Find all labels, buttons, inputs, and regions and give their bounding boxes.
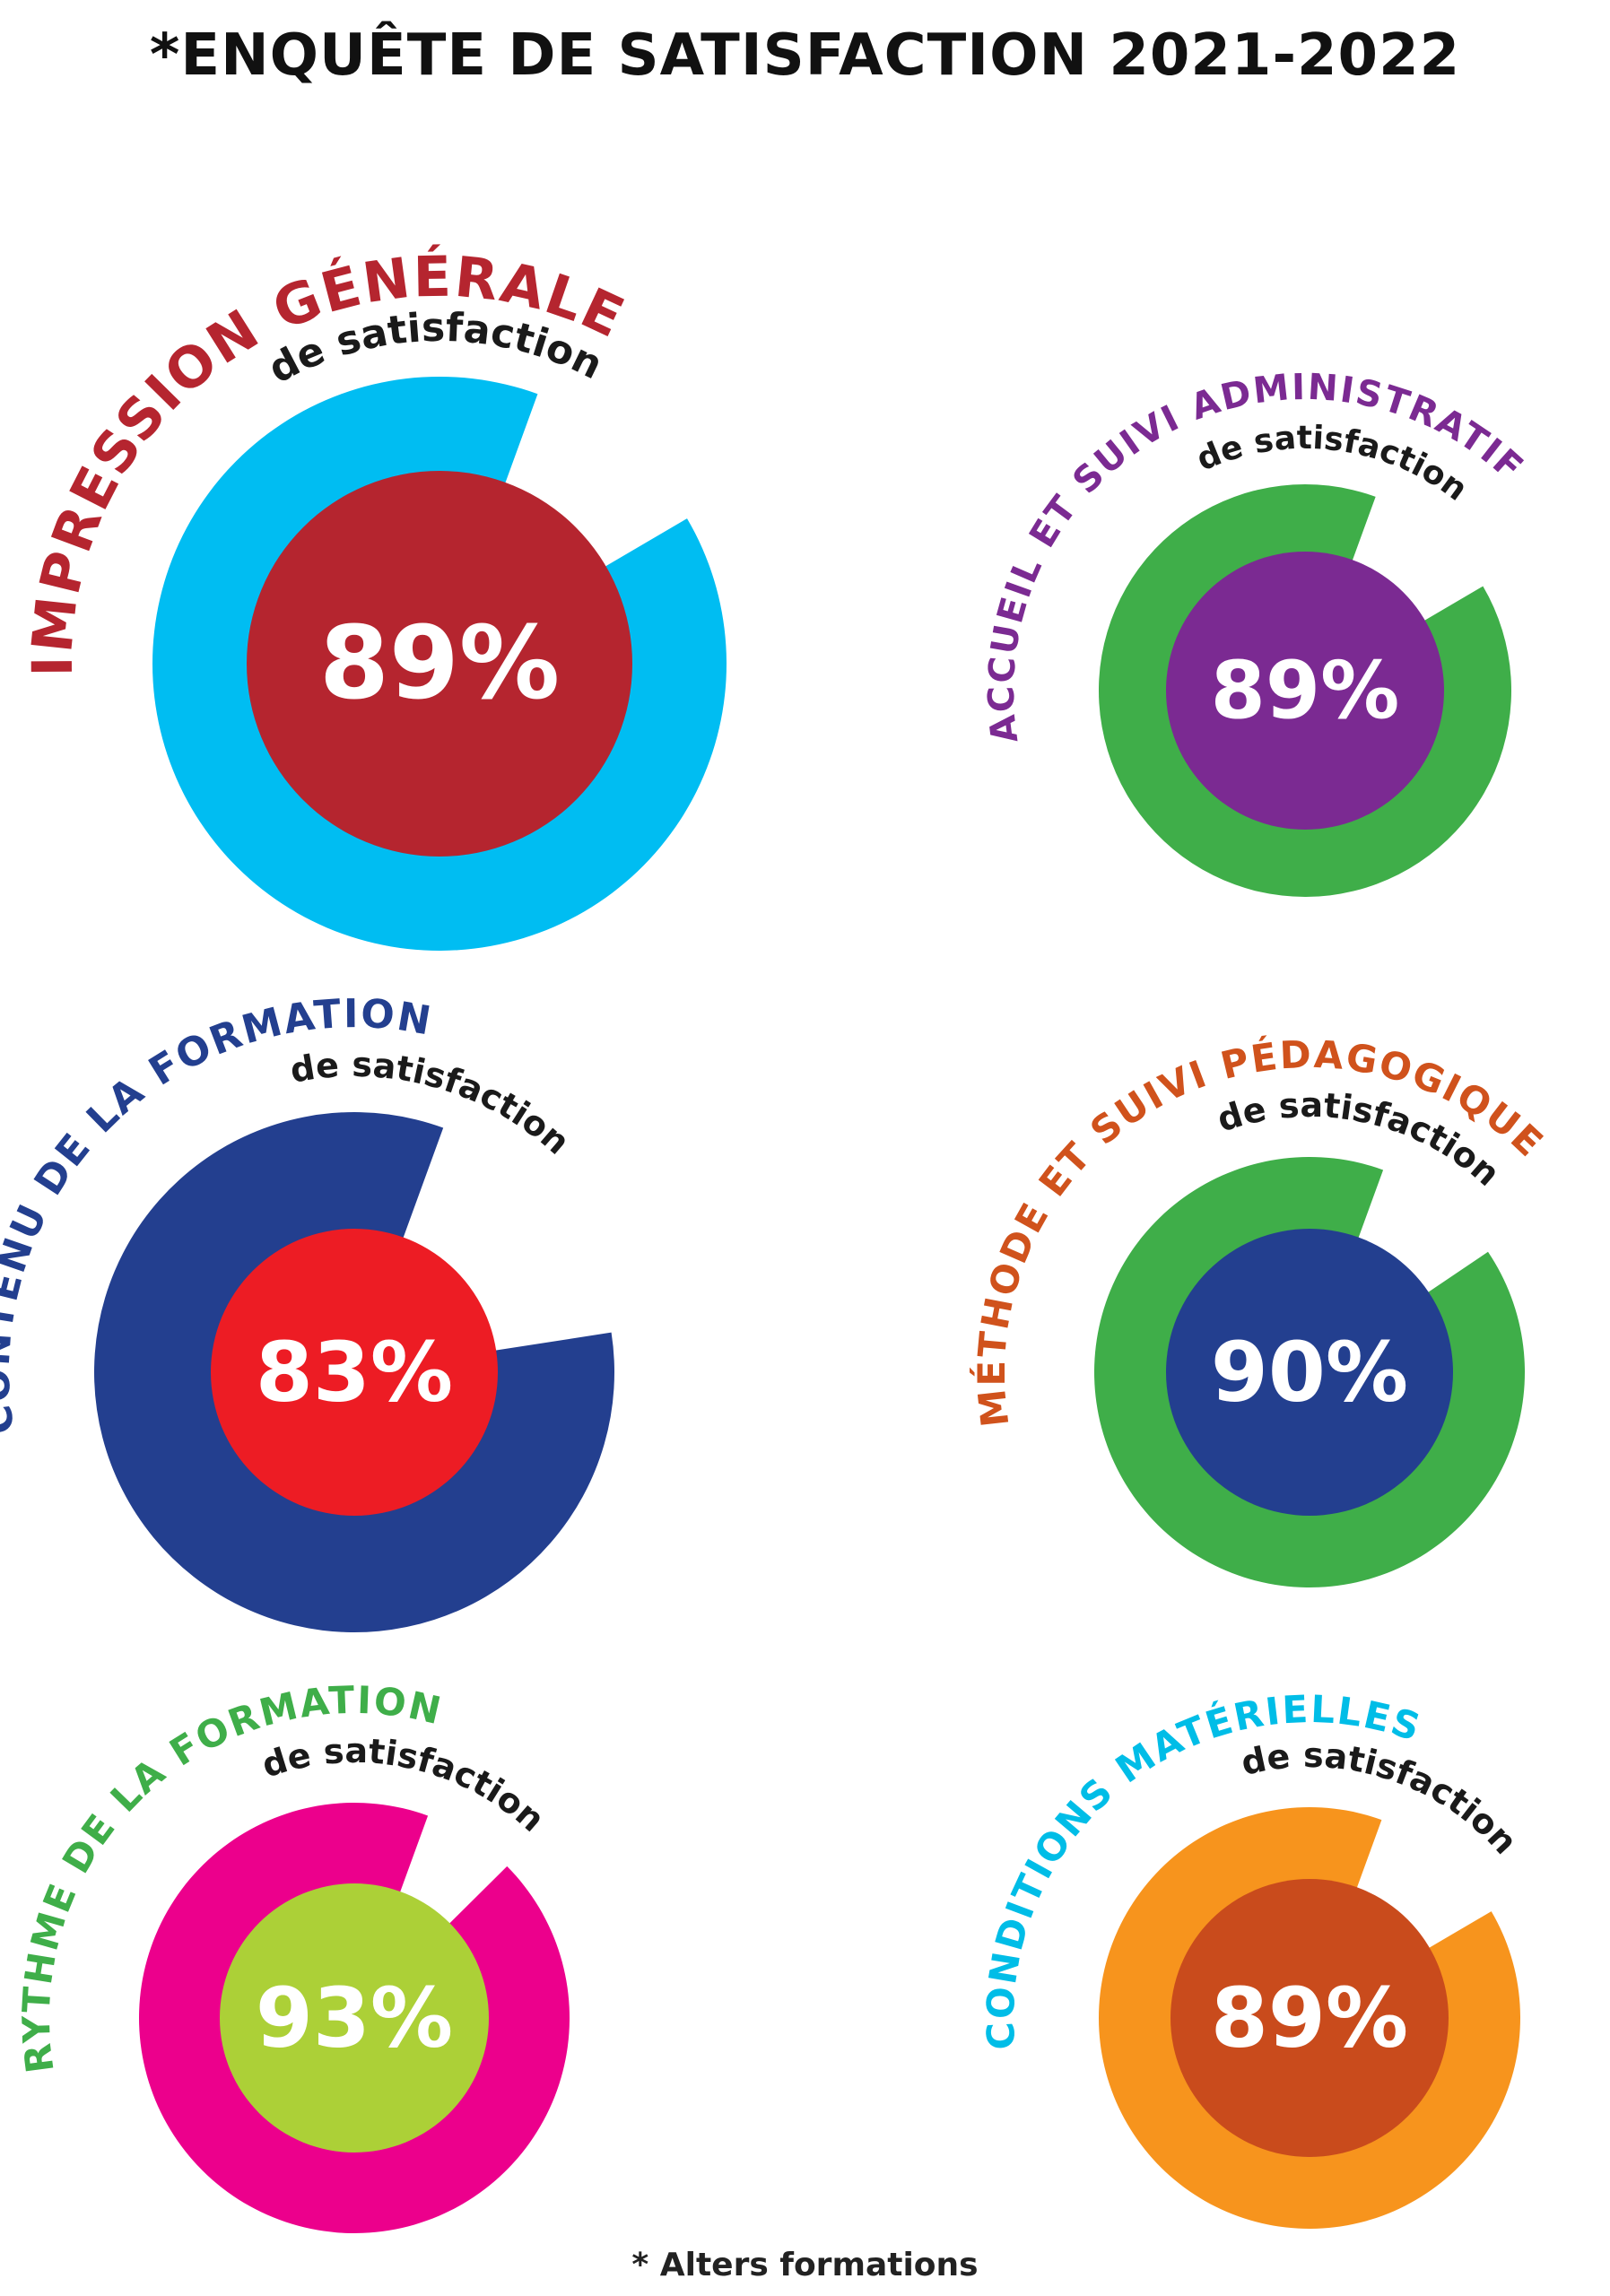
center-disc-rythme-formation bbox=[220, 1883, 489, 2152]
page-title: *ENQUÊTE DE SATISFACTION 2021-2022 bbox=[149, 22, 1461, 89]
center-disc-accueil-suivi-administratif bbox=[1166, 552, 1444, 830]
percent-label-conditions-materielles: 89% bbox=[1211, 1970, 1408, 2066]
percent-label-contenu-formation: 83% bbox=[256, 1325, 453, 1421]
percent-label-methode-suivi-pedagogique: 90% bbox=[1211, 1325, 1408, 1421]
percent-label-accueil-suivi-administratif: 89% bbox=[1211, 645, 1400, 737]
center-disc-methode-suivi-pedagogique bbox=[1166, 1229, 1453, 1516]
center-disc-contenu-formation bbox=[211, 1229, 498, 1516]
percent-label-rythme-formation: 93% bbox=[256, 1970, 453, 2066]
center-disc-impression-generale bbox=[247, 471, 632, 857]
center-disc-conditions-materielles bbox=[1171, 1879, 1449, 2157]
footnote: * Alters formations bbox=[631, 2247, 979, 2283]
percent-label-impression-generale: 89% bbox=[319, 605, 560, 722]
